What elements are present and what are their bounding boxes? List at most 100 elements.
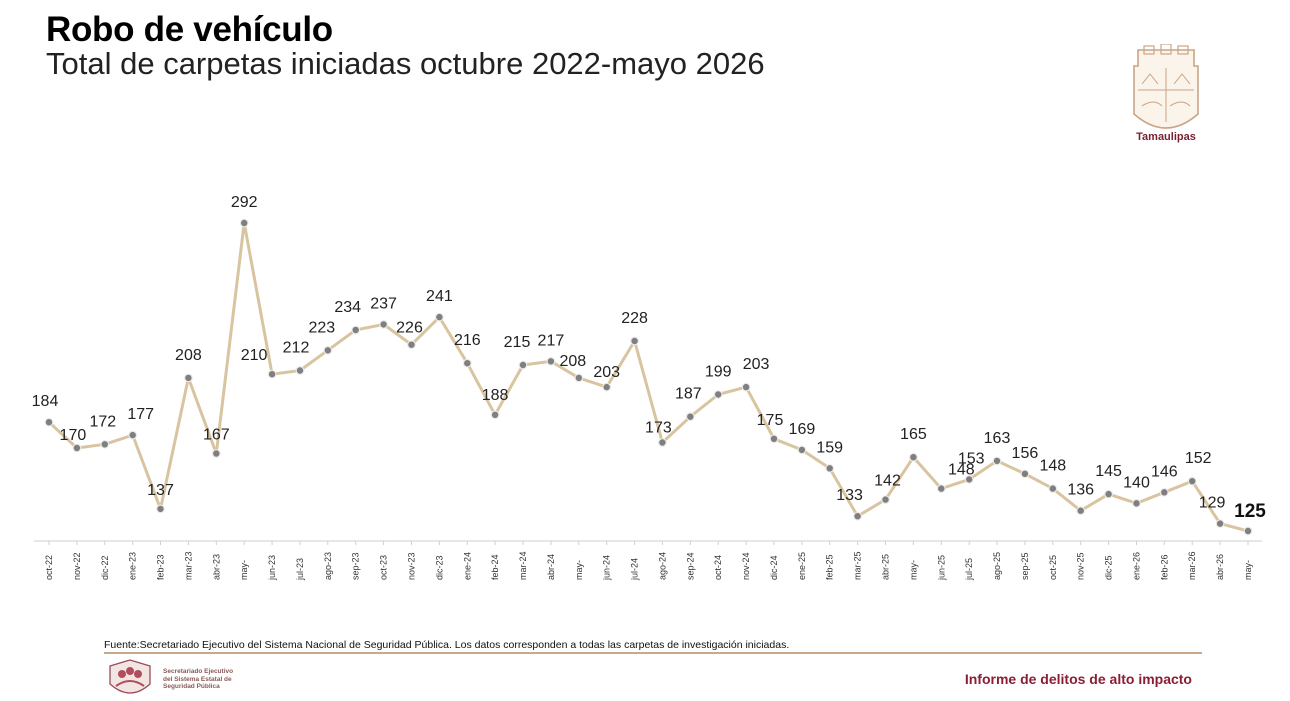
data-point bbox=[909, 452, 918, 462]
data-label: 142 bbox=[874, 473, 901, 490]
x-tick-label: may- bbox=[239, 560, 249, 580]
data-point bbox=[100, 439, 110, 449]
data-point bbox=[1048, 484, 1058, 494]
data-point bbox=[323, 345, 333, 355]
data-point bbox=[992, 456, 1002, 466]
x-tick-label: oct-25 bbox=[1048, 555, 1058, 580]
x-tick-label: dic-25 bbox=[1104, 555, 1114, 580]
data-point bbox=[72, 443, 82, 453]
data-label: 208 bbox=[175, 347, 202, 364]
data-label: 226 bbox=[396, 320, 423, 337]
data-point bbox=[713, 390, 723, 399]
x-tick-label: jul-23 bbox=[295, 558, 305, 581]
data-label: 172 bbox=[89, 413, 116, 430]
data-point bbox=[1104, 489, 1113, 499]
data-label: 203 bbox=[743, 356, 770, 373]
data-label: 199 bbox=[705, 364, 732, 381]
data-point bbox=[239, 218, 249, 228]
x-tick-label: ago-24 bbox=[657, 552, 667, 580]
x-tick-label: nov-23 bbox=[407, 552, 417, 580]
x-tick-label: ene-26 bbox=[1132, 552, 1142, 580]
data-point bbox=[351, 325, 361, 335]
x-tick-label: jul-24 bbox=[630, 558, 640, 581]
data-label: 212 bbox=[283, 340, 310, 357]
data-label: 292 bbox=[231, 194, 258, 211]
data-point bbox=[1159, 487, 1169, 497]
data-label: 167 bbox=[203, 427, 230, 444]
x-tick-label: abr-24 bbox=[546, 554, 556, 580]
x-tick-label: nov-22 bbox=[72, 552, 82, 580]
data-label: 136 bbox=[1067, 482, 1094, 499]
data-label: 188 bbox=[482, 387, 509, 404]
x-tick-label: feb-26 bbox=[1159, 554, 1169, 580]
data-label: 175 bbox=[757, 412, 784, 429]
data-point bbox=[435, 312, 444, 322]
x-tick-label: mar-24 bbox=[518, 551, 528, 580]
data-label: 177 bbox=[127, 406, 154, 423]
data-point bbox=[769, 434, 779, 444]
data-point bbox=[574, 373, 584, 383]
data-point bbox=[741, 382, 751, 392]
source-note: Fuente:Secretariado Ejecutivo del Sistem… bbox=[104, 639, 790, 651]
data-label: 129 bbox=[1199, 495, 1226, 512]
x-tick-label: ago-23 bbox=[323, 552, 333, 580]
data-label: 148 bbox=[948, 462, 975, 479]
data-point bbox=[1020, 469, 1030, 479]
x-tick-label: sep-25 bbox=[1020, 552, 1030, 580]
data-label: 237 bbox=[370, 295, 397, 312]
data-point bbox=[490, 410, 500, 420]
x-tick-label: feb-23 bbox=[156, 554, 166, 580]
data-label: 145 bbox=[1095, 463, 1122, 480]
x-tick-label: dic-24 bbox=[769, 555, 779, 580]
data-point bbox=[630, 336, 639, 346]
data-point bbox=[183, 373, 193, 383]
data-point bbox=[658, 438, 667, 447]
data-point bbox=[211, 449, 221, 458]
x-tick-label: ene-25 bbox=[797, 552, 807, 580]
x-tick-label: nov-24 bbox=[741, 552, 751, 580]
data-label: 156 bbox=[1012, 445, 1039, 462]
data-label: 173 bbox=[645, 420, 672, 437]
x-tick-label: jun-24 bbox=[602, 555, 612, 581]
data-point bbox=[407, 340, 416, 350]
data-point bbox=[128, 430, 138, 440]
data-label: 187 bbox=[675, 386, 702, 403]
data-label: 146 bbox=[1151, 463, 1178, 480]
data-label: 133 bbox=[836, 487, 863, 504]
x-tick-label: oct-24 bbox=[713, 555, 723, 580]
data-label: 203 bbox=[593, 364, 620, 381]
chart-subtitle: Total de carpetas iniciadas octubre 2022… bbox=[46, 46, 765, 81]
data-point bbox=[518, 360, 528, 370]
data-point bbox=[1243, 526, 1253, 536]
data-label: 228 bbox=[621, 310, 648, 327]
x-tick-label: ene-24 bbox=[462, 552, 472, 580]
data-label: 210 bbox=[241, 347, 268, 364]
secretariado-logo-icon bbox=[109, 659, 151, 694]
report-name: Informe de delitos de alto impacto bbox=[964, 671, 1192, 687]
data-label: 241 bbox=[426, 288, 453, 305]
data-label: 208 bbox=[559, 353, 586, 370]
data-point bbox=[295, 366, 305, 375]
data-label: 223 bbox=[308, 319, 335, 336]
x-tick-label: jul-25 bbox=[964, 558, 974, 581]
data-label: 234 bbox=[334, 299, 361, 316]
data-label: 169 bbox=[789, 421, 816, 438]
data-label: 215 bbox=[504, 334, 531, 351]
data-point bbox=[685, 412, 695, 422]
data-point bbox=[462, 358, 472, 368]
x-tick-label: nov-25 bbox=[1076, 552, 1086, 580]
data-label: 170 bbox=[60, 427, 87, 444]
x-tick-label: abr-23 bbox=[211, 554, 221, 580]
data-label: 125 bbox=[1234, 501, 1266, 522]
data-point bbox=[1132, 498, 1141, 508]
data-label: 148 bbox=[1039, 458, 1066, 475]
x-tick-label: may- bbox=[908, 560, 918, 580]
x-tick-label: oct-23 bbox=[379, 555, 389, 580]
x-tick-label: ene-23 bbox=[128, 552, 138, 580]
x-tick-label: jun-25 bbox=[936, 555, 946, 581]
series-line bbox=[47, 221, 1249, 533]
x-tick-label: ago-25 bbox=[992, 552, 1002, 580]
data-label: 159 bbox=[816, 439, 843, 456]
data-point bbox=[964, 475, 974, 484]
x-tick-label: oct-22 bbox=[44, 555, 54, 580]
